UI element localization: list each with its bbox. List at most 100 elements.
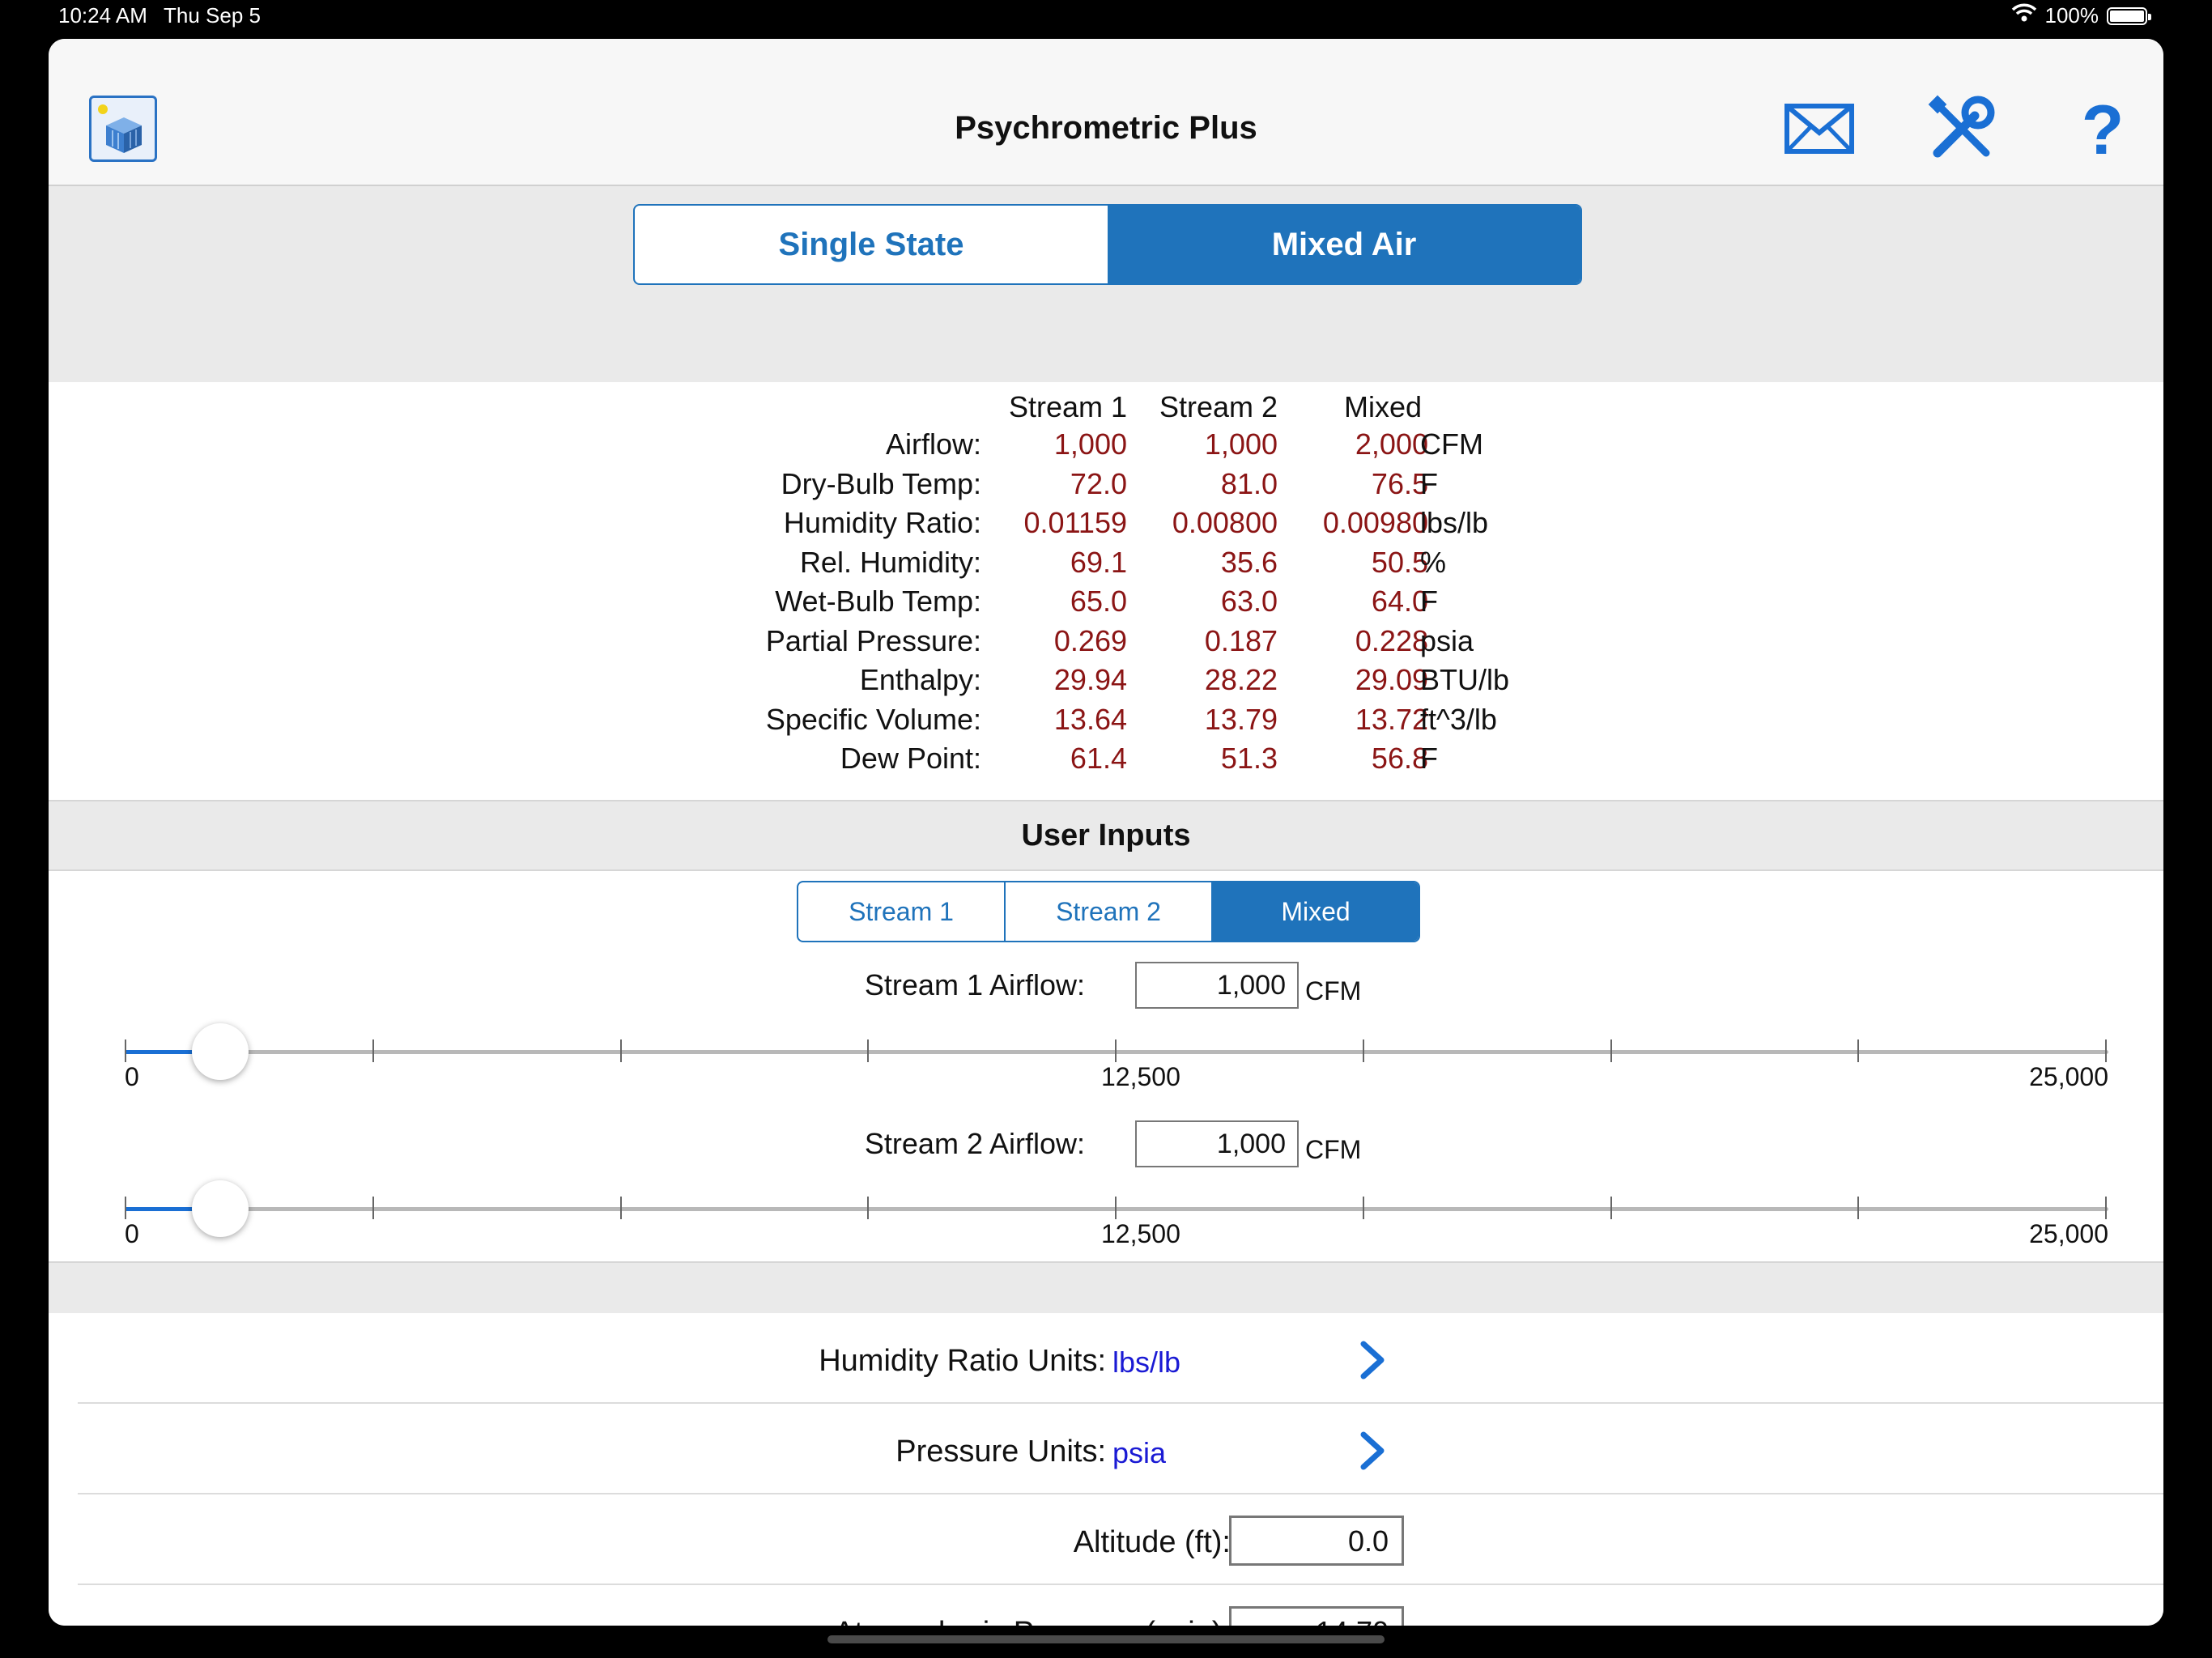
- results-table: Stream 1 Stream 2 Mixed Airflow: 1,000 1,0…: [49, 382, 2163, 800]
- slider-tick: [1115, 1197, 1117, 1219]
- result-unit: F: [1420, 466, 1438, 500]
- atmospheric-pressure-field[interactable]: 14.70: [1229, 1606, 1404, 1626]
- page-title: Psychrometric Plus: [955, 110, 1257, 146]
- tab-mixed-air[interactable]: Mixed Air: [1108, 206, 1580, 283]
- stream-1-value: 61.4: [1070, 742, 1127, 775]
- stream-2-airflow-row: Stream 2 Airflow: 1,000 CFM: [49, 1120, 2163, 1169]
- tools-button[interactable]: [1925, 94, 1998, 167]
- slider-tick: [867, 1039, 870, 1062]
- slider-min-label: 0: [125, 1062, 139, 1091]
- stream-2-value: 0.00800: [1172, 506, 1278, 539]
- row-separator: [78, 1493, 2163, 1494]
- stream-2-value: 1,000: [1204, 427, 1278, 461]
- humidity-ratio-units-label: Humidity Ratio Units:: [819, 1344, 1106, 1378]
- stream-2-airflow-unit: CFM: [1305, 1135, 1362, 1164]
- slider-mid-label: 12,500: [1101, 1062, 1180, 1091]
- tab-stream-1[interactable]: Stream 1: [798, 882, 1006, 941]
- altitude-label: Altitude (ft):: [1073, 1525, 1231, 1559]
- battery-level: [2110, 10, 2144, 22]
- chevron-right-icon[interactable]: [1354, 1430, 1391, 1472]
- result-row: Specific Volume: 13.64 13.79 13.72 ft^3/lb: [49, 703, 2163, 742]
- slider-min-label: 0: [125, 1219, 139, 1248]
- tab-mixed[interactable]: Mixed: [1213, 882, 1419, 941]
- column-header-stream-2: Stream 2: [1159, 390, 1278, 423]
- stream-2-airflow-field[interactable]: 1,000: [1135, 1120, 1299, 1167]
- slider-tick: [2105, 1039, 2107, 1062]
- section-divider: [49, 1261, 2163, 1313]
- result-label: Airflow:: [885, 427, 981, 461]
- status-indicators: 100%: [2011, 3, 2151, 28]
- tab-single-state[interactable]: Single State: [778, 226, 964, 262]
- tools-icon: [1928, 95, 1996, 167]
- stream-1-airflow-field[interactable]: 1,000: [1135, 962, 1299, 1009]
- result-row: Enthalpy: 29.94 28.22 29.09 BTU/lb: [49, 663, 2163, 702]
- atmospheric-pressure-row: Atmospheric Pressure (psia): 14.70: [49, 1585, 2163, 1626]
- navigation-bar: Psychrometric Plus ?: [49, 39, 2163, 186]
- mail-icon: [1784, 103, 1854, 158]
- user-inputs-panel: Stream 1 Stream 2 Mixed Stream 1 Airflow…: [49, 871, 2163, 1261]
- result-unit: CFM: [1420, 427, 1483, 461]
- stream-2-airflow-slider[interactable]: 0 12,500 25,000: [125, 1177, 2108, 1248]
- wifi-icon: [2011, 3, 2037, 28]
- slider-track: [125, 1050, 2108, 1054]
- user-inputs-header: User Inputs: [49, 800, 2163, 871]
- mixed-value: 56.8: [1371, 742, 1428, 775]
- altitude-field[interactable]: 0.0: [1229, 1516, 1404, 1566]
- slider-tick: [1610, 1039, 1612, 1062]
- help-icon: ?: [2081, 91, 2125, 169]
- slider-tick: [1857, 1197, 1860, 1219]
- altitude-row: Altitude (ft): 0.0: [49, 1494, 2163, 1585]
- stream-1-value: 29.94: [1053, 663, 1127, 696]
- mode-segmented-control: Single State Mixed Air: [633, 204, 1582, 285]
- humidity-ratio-units-row[interactable]: Humidity Ratio Units: lbs/lb: [49, 1313, 2163, 1404]
- humidity-ratio-units-value: lbs/lb: [1112, 1346, 1181, 1379]
- stream-1-airflow-row: Stream 1 Airflow: 1,000 CFM: [49, 962, 2163, 1010]
- stream-1-airflow-slider[interactable]: 0 12,500 25,000: [125, 1020, 2108, 1091]
- result-row: Wet-Bulb Temp: 65.0 63.0 64.0 F: [49, 585, 2163, 623]
- stream-2-value: 13.79: [1204, 702, 1278, 736]
- building-icon[interactable]: [89, 96, 157, 162]
- stream-2-airflow-label: Stream 2 Airflow:: [864, 1127, 1085, 1160]
- stream-2-value: 28.22: [1204, 663, 1278, 696]
- stream-2-value: 0.187: [1204, 623, 1278, 657]
- result-label: Enthalpy:: [859, 663, 981, 696]
- home-indicator[interactable]: [827, 1635, 1385, 1643]
- column-header-mixed: Mixed: [1343, 390, 1422, 423]
- row-separator: [78, 1402, 2163, 1404]
- result-label: Rel. Humidity:: [799, 545, 981, 579]
- help-button[interactable]: ?: [2066, 94, 2139, 167]
- mixed-value: 13.72: [1355, 702, 1428, 736]
- mixed-value: 0.228: [1355, 623, 1428, 657]
- pressure-units-value: psia: [1112, 1436, 1167, 1469]
- stream-1-airflow-unit: CFM: [1305, 976, 1362, 1005]
- stream-segmented-control: Stream 1 Stream 2 Mixed: [797, 881, 1420, 942]
- tab-stream-2[interactable]: Stream 2: [1006, 882, 1213, 941]
- result-row: Airflow: 1,000 1,000 2,000 CFM: [49, 427, 2163, 466]
- mixed-value: 0.00980: [1322, 506, 1428, 539]
- mail-button[interactable]: [1783, 94, 1856, 167]
- slider-max-label: 25,000: [2029, 1219, 2108, 1248]
- result-label: Wet-Bulb Temp:: [775, 585, 981, 618]
- slider-tick: [125, 1197, 126, 1219]
- result-row: Dry-Bulb Temp: 72.0 81.0 76.5 F: [49, 467, 2163, 506]
- result-row: Rel. Humidity: 69.1 35.6 50.5%: [49, 546, 2163, 585]
- slider-thumb[interactable]: [192, 1023, 249, 1080]
- stream-1-airflow-label: Stream 1 Airflow:: [864, 968, 1085, 1001]
- result-unit: F: [1420, 742, 1438, 775]
- chevron-right-icon[interactable]: [1354, 1339, 1391, 1381]
- slider-tick: [1115, 1039, 1117, 1062]
- slider-thumb[interactable]: [192, 1180, 249, 1237]
- slider-tick: [619, 1197, 622, 1219]
- pressure-units-row[interactable]: Pressure Units: psia: [49, 1404, 2163, 1494]
- stream-2-value: 63.0: [1220, 585, 1278, 618]
- mode-selector-band: Single State Mixed Air: [49, 186, 2163, 384]
- status-date: Thu Sep 5: [164, 3, 261, 28]
- result-unit: ft^3/lb: [1420, 702, 1497, 736]
- stream-1-value: 13.64: [1053, 702, 1127, 736]
- slider-tick: [1362, 1039, 1364, 1062]
- row-separator: [78, 1584, 2163, 1585]
- result-label: Dry-Bulb Temp:: [781, 466, 981, 500]
- mixed-value: 50.5: [1371, 545, 1428, 579]
- stream-2-value: 35.6: [1220, 545, 1278, 579]
- slider-mid-label: 12,500: [1101, 1219, 1180, 1248]
